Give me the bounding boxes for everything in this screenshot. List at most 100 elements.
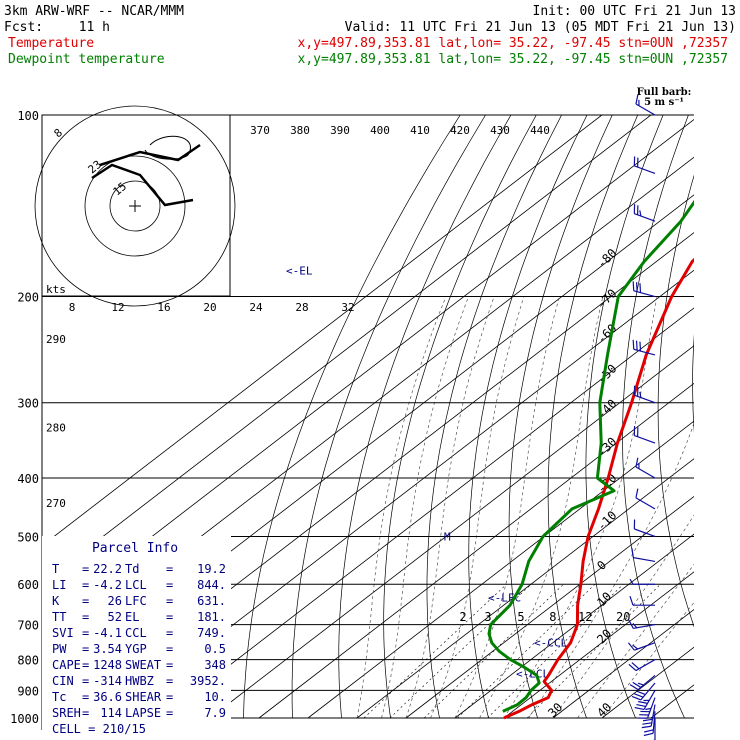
dewpoint-profile xyxy=(487,199,694,713)
parcel-param-value: 114 xyxy=(100,706,122,720)
wind-barb xyxy=(633,204,656,222)
parcel-param-value: 26 xyxy=(108,594,122,608)
wind-barb-staff xyxy=(634,394,656,404)
temperature-profile xyxy=(503,257,694,720)
wind-barb-staff xyxy=(633,348,656,356)
wind-barb-flag xyxy=(639,210,642,217)
wind-barb-flag xyxy=(632,339,635,350)
parcel-param-value: 52 xyxy=(108,610,122,624)
isotherm-line xyxy=(307,420,694,719)
parcel-param-equals: = xyxy=(166,642,173,656)
wind-barb-staff xyxy=(633,290,656,298)
parcel-param-name: SHEAR xyxy=(125,690,162,704)
wind-barb-staff xyxy=(637,674,656,691)
parcel-param-name: K xyxy=(52,594,60,608)
wind-barb-staff xyxy=(634,213,656,222)
theta-top-label: 430 xyxy=(490,124,510,137)
pressure-label: 200 xyxy=(17,291,39,305)
wind-barb xyxy=(633,156,656,175)
legend-dewpoint-info: x,y=497.89,353.81 lat,lon= 35.22, -97.45… xyxy=(298,52,728,67)
parcel-param-equals: = xyxy=(166,674,173,688)
speed-tick-label: 8 xyxy=(69,301,76,314)
parcel-param-name: CIN xyxy=(52,674,74,688)
dry-adiabat xyxy=(657,174,694,628)
wind-barb-staff xyxy=(634,165,656,175)
hodograph-trace xyxy=(91,163,194,207)
wind-barb-flag xyxy=(634,693,644,698)
dry-adiabat xyxy=(508,115,613,719)
pressure-label: 300 xyxy=(17,397,39,411)
parcel-param-equals: = xyxy=(166,658,173,672)
wind-barb-flag xyxy=(639,341,642,352)
isotherm-line xyxy=(42,115,603,547)
pressure-label: 800 xyxy=(17,654,39,668)
parcel-param-value: 10. xyxy=(204,690,226,704)
wind-barb-flag xyxy=(637,682,644,686)
wind-barb xyxy=(635,488,656,510)
hodograph-ring xyxy=(109,180,161,232)
parcel-param-value: -314 xyxy=(93,674,122,688)
pressure-label: 1000 xyxy=(10,712,39,726)
barb-key-line2: 5 m s⁻¹ xyxy=(644,97,684,108)
theta-side-label: 280 xyxy=(46,422,66,435)
model-title: 3km ARW-WRF -- NCAR/MMM xyxy=(4,4,184,19)
parcel-param-equals: = xyxy=(166,578,173,592)
wind-barb-staff xyxy=(633,557,656,563)
parcel-param-equals: = xyxy=(82,690,89,704)
wind-barb-staff xyxy=(646,697,656,719)
isotherm-line xyxy=(503,571,694,719)
parcel-param-equals: = xyxy=(82,626,89,640)
wind-barb xyxy=(629,674,656,691)
wind-barb-flag xyxy=(639,391,642,398)
parcel-param-value: 749. xyxy=(197,626,226,640)
parcel-param-name: SREH xyxy=(52,706,81,720)
parcel-info-box xyxy=(42,536,231,730)
pressure-label: 700 xyxy=(17,619,39,633)
forecast-label: Fcst: xyxy=(4,20,43,35)
wind-barb-flag xyxy=(643,732,654,737)
wind-barb-flag xyxy=(629,578,634,585)
wind-barb-flag xyxy=(632,281,635,291)
hodograph-ring xyxy=(84,155,186,257)
parcel-param-name: EL xyxy=(125,610,139,624)
parcel-param-name: SWEAT xyxy=(125,658,161,672)
parcel-param-name: LI xyxy=(52,578,66,592)
wind-barb xyxy=(629,578,655,585)
wind-barb-flag xyxy=(632,623,638,629)
parcel-param-value: 844. xyxy=(197,578,226,592)
mixing-ratio-label: 8 xyxy=(549,610,556,624)
parcel-param-value: 7.9 xyxy=(204,706,226,720)
parcel-param-equals: = xyxy=(82,610,89,624)
parcel-param-equals: = xyxy=(82,578,89,592)
forecast-hour: 11 h xyxy=(79,20,110,35)
pressure-label: 900 xyxy=(17,684,39,698)
wind-barb-staff xyxy=(640,682,656,701)
wind-barb-flag xyxy=(628,619,634,629)
mixing-ratio-line xyxy=(389,583,532,719)
pressure-label: 600 xyxy=(17,578,39,592)
speed-tick-label: 12 xyxy=(111,301,124,314)
wind-barb xyxy=(629,595,655,606)
hodograph-ring xyxy=(34,105,236,307)
parcel-param-equals: = xyxy=(166,690,173,704)
parcel-param-value: 631. xyxy=(197,594,226,608)
isotherm-line xyxy=(552,609,694,719)
theta-side-label: 290 xyxy=(46,333,66,346)
hodograph-trace xyxy=(144,135,191,160)
dry-adiabat xyxy=(468,115,588,719)
wind-barb xyxy=(653,718,656,740)
wind-barb-staff xyxy=(633,624,656,630)
wind-barb xyxy=(631,548,656,563)
parcel-param-value: 22.2 xyxy=(93,562,122,576)
wind-barb-flag xyxy=(629,595,634,606)
mixing-ratio-label: 20 xyxy=(616,610,630,624)
wind-barb xyxy=(635,94,656,116)
parcel-param-value: 3952. xyxy=(190,674,226,688)
mixing-ratio-label: 5 xyxy=(517,610,524,624)
mixing-ratio-label: 2 xyxy=(459,610,466,624)
parcel-param-name: LCL xyxy=(125,578,147,592)
wind-barb xyxy=(634,690,656,711)
parcel-param-name: CAPE xyxy=(52,658,81,672)
dry-adiabat xyxy=(585,115,664,719)
legend-temperature-name: Temperature xyxy=(8,36,94,51)
